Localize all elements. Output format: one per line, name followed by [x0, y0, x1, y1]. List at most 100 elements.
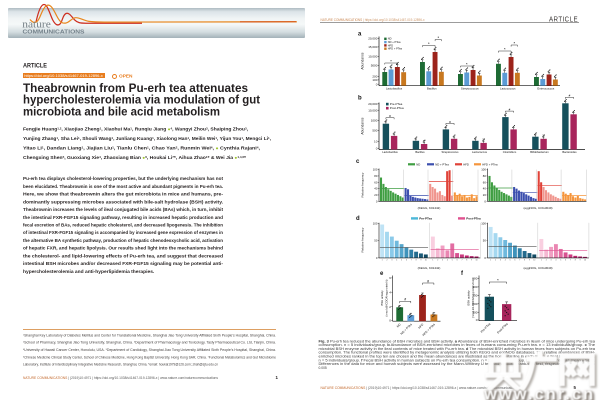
svg-text:8: 8 [524, 260, 525, 262]
svg-text:0: 0 [376, 199, 378, 203]
svg-text:10: 10 [374, 139, 378, 143]
svg-text:ND: ND [396, 322, 402, 328]
svg-text:HFD + PTea: HFD + PTea [388, 47, 403, 51]
svg-text:Streptococcus: Streptococcus [441, 150, 459, 154]
svg-text:10,000: 10,000 [368, 54, 378, 58]
svg-text:5: 5 [401, 260, 402, 262]
svg-text:3: 3 [551, 260, 552, 262]
svg-text:Lactobacillus: Lactobacillus [382, 150, 398, 154]
svg-text:ns: ns [482, 139, 485, 141]
svg-text:100: 100 [373, 222, 378, 226]
svg-text:BSH activity: BSH activity [467, 290, 471, 306]
svg-text:hypercholesterolemia via modul: hypercholesterolemia via modulation of g… [23, 93, 260, 107]
svg-text:HFD: HFD [463, 162, 469, 166]
svg-text:the alternative BA synthetic p: the alternative BA synthetic pathway, pr… [23, 238, 223, 244]
svg-text:50: 50 [374, 239, 378, 243]
svg-text:COMMUNICATIONS: COMMUNICATIONS [23, 30, 86, 36]
svg-text:#: # [569, 94, 571, 98]
svg-text:10: 10 [425, 260, 427, 262]
svg-text:nature: nature [22, 19, 51, 30]
svg-text:7: 7 [461, 260, 462, 262]
svg-text:ND + PTea: ND + PTea [388, 40, 401, 44]
svg-text:BSH activity: BSH activity [380, 290, 384, 306]
svg-text:ARTICLE: ARTICLE [549, 15, 578, 24]
svg-text:NATURE COMMUNICATIONS | (2019): NATURE COMMUNICATIONS | (2019)10:4971 | … [321, 386, 518, 390]
svg-text:0: 0 [376, 147, 378, 151]
svg-text:60: 60 [374, 180, 378, 184]
svg-text:Clostridium: Clostridium [503, 150, 517, 154]
svg-text:20: 20 [483, 193, 487, 197]
svg-text:6: 6 [565, 260, 566, 262]
svg-text:Differences in the data for mi: Differences in the data for mice and hum… [319, 362, 596, 366]
svg-text:Abundance: Abundance [361, 117, 365, 134]
svg-text:Lactococcus: Lactococcus [472, 150, 488, 154]
svg-text:5: 5 [452, 260, 453, 262]
svg-text:6Chinese Medicine Clinical Stu: 6Chinese Medicine Clinical Study Center,… [23, 355, 276, 359]
svg-text:n = 5 individuals/group. f Fec: n = 5 individuals/group. f Fecal BSH act… [319, 358, 596, 362]
svg-text:Pre-PTea: Pre-PTea [390, 102, 403, 106]
svg-text:NATURE COMMUNICATIONS | (2019): NATURE COMMUNICATIONS | (2019)10:4971 | … [23, 376, 218, 380]
svg-text:Pu-erh tea displays cholestero: Pu-erh tea displays cholesterol-lowering… [23, 176, 223, 182]
svg-text:4: 4 [447, 260, 448, 262]
svg-text:10: 10 [584, 260, 586, 262]
svg-text:10,000: 10,000 [368, 108, 378, 112]
svg-text:3: 3 [442, 260, 443, 262]
svg-text:6: 6 [389, 276, 391, 280]
svg-text:500: 500 [472, 277, 477, 281]
svg-text:HFD: HFD [417, 322, 425, 330]
svg-text:5: 5 [510, 260, 511, 262]
svg-text:5: 5 [560, 260, 561, 262]
svg-text:Fig. 3 Pu-erh tea reduced the: Fig. 3 Pu-erh tea reduced the abundance … [319, 339, 596, 343]
svg-text:hypercholesterolemia and anti-: hypercholesterolemia and anti-hyperlipid… [23, 269, 155, 275]
svg-text:40: 40 [374, 187, 378, 191]
svg-text:(KEGG, K01442): (KEGG, K01442) [418, 266, 441, 270]
svg-text:Bacillus: Bacillus [427, 87, 437, 91]
svg-text:2: 2 [546, 260, 547, 262]
svg-text:of intestinal FXR-FGF15 signal: of intestinal FXR-FGF15 signaling is acc… [23, 230, 223, 236]
svg-text:www.cnr.cn: www.cnr.cn [483, 386, 595, 400]
svg-text:Theabrownin from Pu-erh tea at: Theabrownin from Pu-erh tea attenuates [23, 81, 248, 95]
svg-text:Bacteroides: Bacteroides [562, 150, 577, 154]
svg-text:50: 50 [483, 239, 487, 243]
svg-text:ns: ns [542, 135, 545, 137]
svg-text:2: 2 [437, 260, 438, 262]
svg-text:the cholesterol- and lipid-low: the cholesterol- and lipid-lowering effe… [23, 253, 223, 259]
svg-text:d: d [356, 216, 360, 222]
svg-text:f: f [461, 271, 464, 277]
svg-text:consumption. n = 5 individuals: consumption. n = 5 individuals/group. b … [319, 343, 596, 347]
svg-text:20,000: 20,000 [368, 37, 378, 41]
svg-text:microbial BSH enzyme activity: microbial BSH enzyme activity in the ile… [319, 347, 596, 351]
svg-text:the intestinal FXR-FGF15 signa: the intestinal FXR-FGF15 signaling pathw… [23, 215, 223, 221]
svg-text:ND: ND [388, 37, 392, 41]
svg-text:Pre-PTea: Pre-PTea [419, 217, 432, 221]
svg-text:100: 100 [481, 168, 486, 172]
svg-text:80: 80 [374, 174, 378, 178]
svg-text:20: 20 [374, 193, 378, 197]
svg-text:e: e [380, 271, 384, 277]
svg-text:100: 100 [372, 78, 377, 82]
svg-text:20,000: 20,000 [368, 102, 378, 106]
svg-text:of hepatic FXR, and hepatic li: of hepatic FXR, and hepatic lipolysis. O… [23, 246, 223, 252]
svg-text:(KEGG, K01442): (KEGG, K01442) [418, 206, 441, 210]
svg-text:dominantly suppressing microbe: dominantly suppressing microbes associat… [23, 199, 224, 205]
svg-text:4: 4 [555, 260, 556, 262]
svg-text:1000: 1000 [371, 118, 378, 122]
svg-text:5: 5 [574, 385, 577, 390]
svg-text:Enterococcus: Enterococcus [537, 87, 555, 91]
svg-text:6: 6 [457, 260, 458, 262]
svg-text:1: 1 [382, 260, 383, 262]
svg-text:*: * [428, 42, 430, 46]
svg-text:0: 0 [484, 199, 486, 203]
svg-text:3: 3 [500, 260, 501, 262]
svg-text:7: 7 [411, 260, 412, 262]
svg-text:www.cnr.cn: www.cnr.cn [484, 387, 596, 400]
svg-text:200: 200 [372, 75, 377, 79]
svg-text:0: 0 [484, 256, 486, 260]
svg-text:*: * [390, 59, 392, 63]
svg-text:microbiota and bile acid metab: microbiota and bile acid metabolism [23, 104, 220, 118]
svg-text:300: 300 [472, 294, 477, 298]
svg-text:Post-PTea: Post-PTea [390, 106, 404, 110]
svg-text:7: 7 [570, 260, 571, 262]
